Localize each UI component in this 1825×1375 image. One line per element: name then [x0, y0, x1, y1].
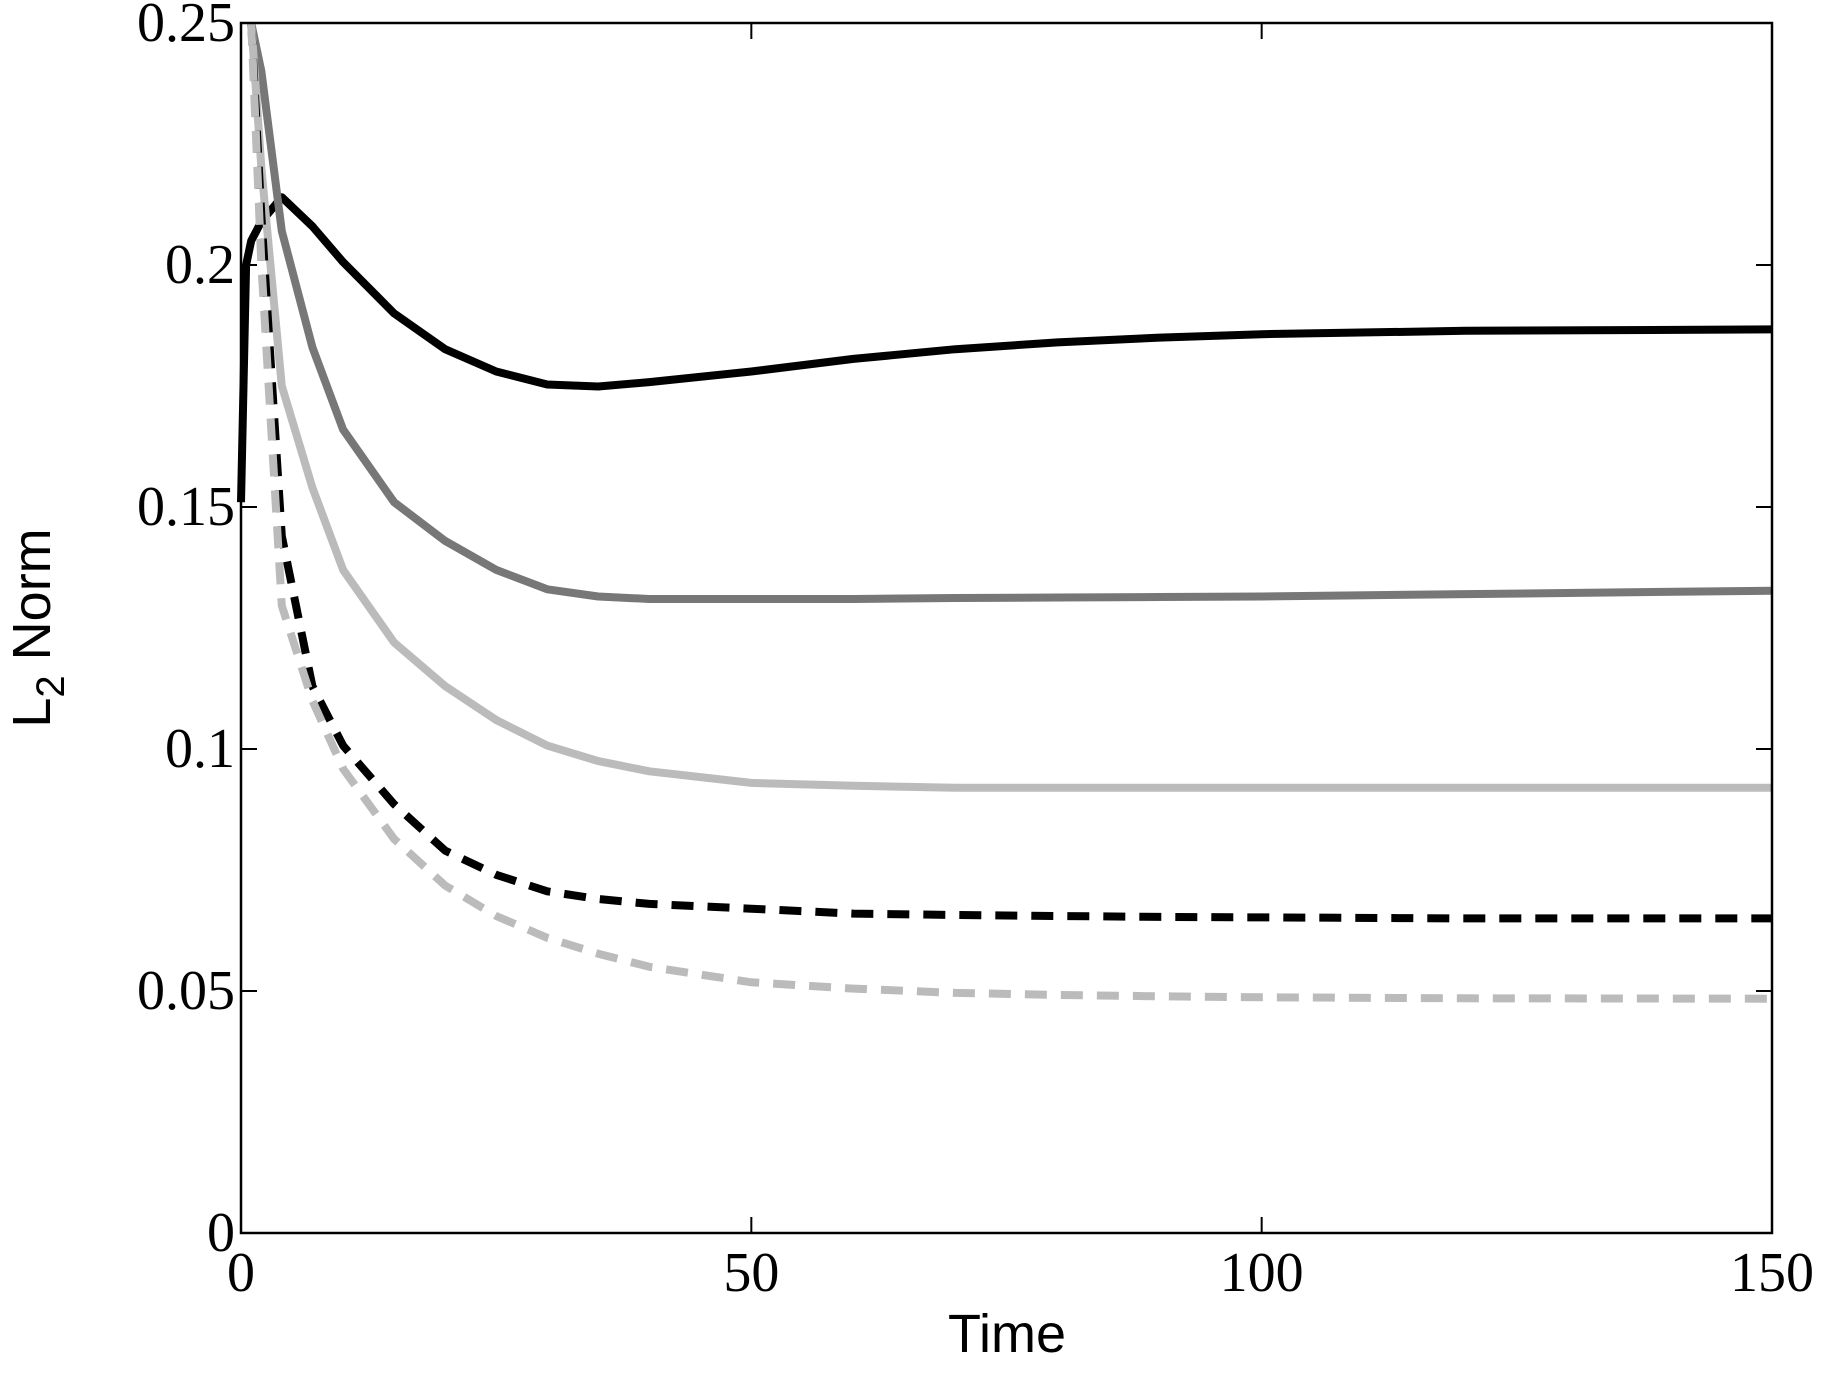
y-tick-label: 0.05	[137, 960, 235, 1022]
plot-frame	[239, 21, 1774, 1235]
y-tick-label: 0.1	[165, 718, 235, 780]
line-series	[247, 22, 1773, 1003]
x-tick-label: 50	[723, 1242, 779, 1304]
y-label-rest: Norm	[2, 528, 62, 675]
y-label-sub: 2	[29, 675, 73, 697]
y-tick-label: 0.2	[165, 234, 235, 296]
y-tick-label: 0.15	[137, 476, 235, 538]
y-tick-label: 0	[207, 1202, 235, 1264]
y-label-main: L	[2, 698, 62, 728]
line-series	[247, 22, 1772, 792]
x-tick-label: 150	[1730, 1242, 1814, 1304]
x-tick-label: 0	[227, 1242, 255, 1304]
y-tick-label: 0.25	[137, 0, 235, 54]
line-series	[247, 22, 1773, 603]
line-series	[247, 22, 1772, 923]
y-axis-label: L2 Norm	[2, 528, 73, 727]
line-series	[237, 193, 1773, 503]
x-tick-label: 100	[1220, 1242, 1304, 1304]
x-axis-label: Time	[948, 1304, 1066, 1364]
